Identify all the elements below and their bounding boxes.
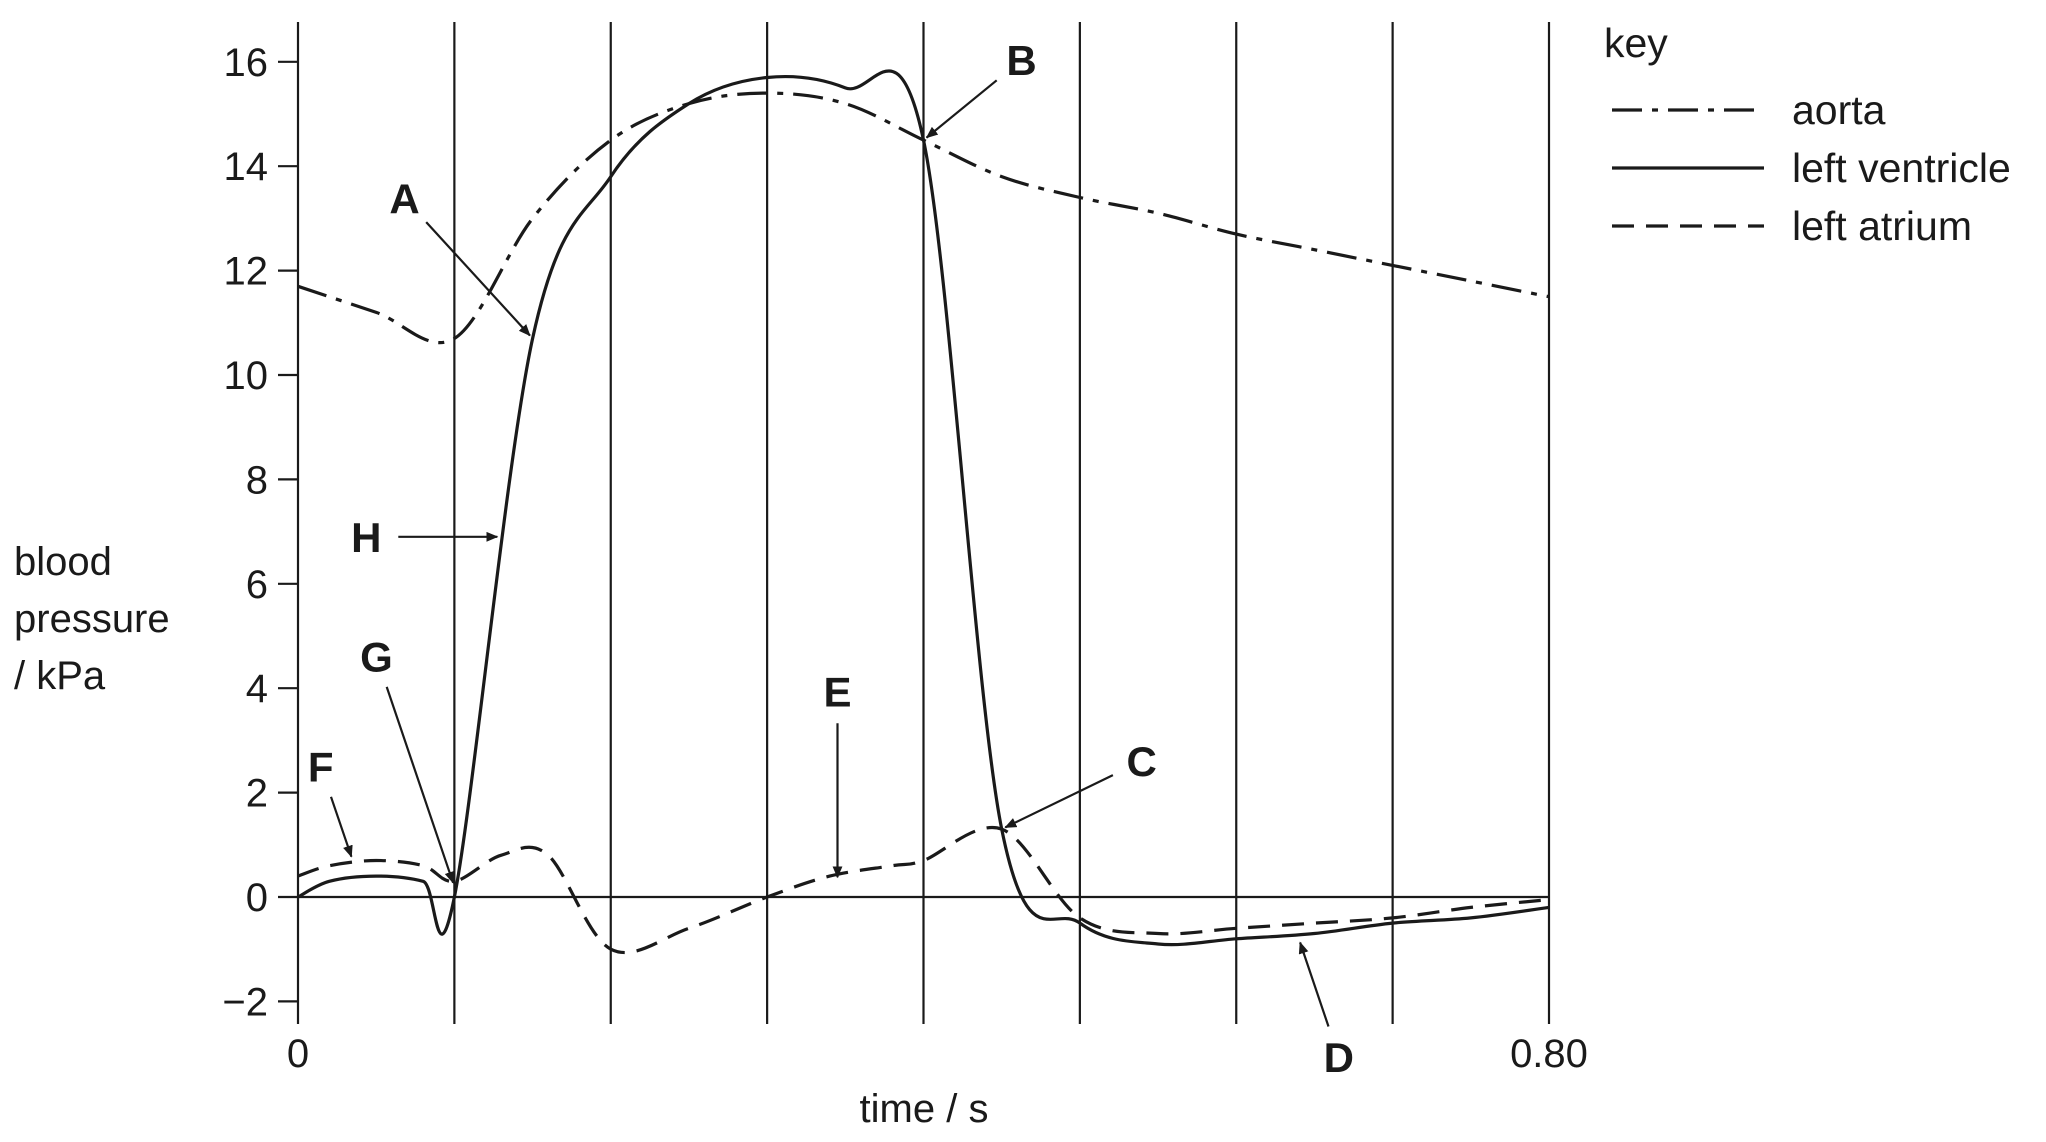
annotation-label-D: D (1324, 1034, 1354, 1081)
x-axis-title: time / s (860, 1087, 989, 1131)
legend-items: aorta left ventricle left atrium (1612, 87, 2011, 249)
legend-label-left-atrium: left atrium (1792, 203, 1972, 249)
annotation-arrow-G (385, 686, 455, 884)
y-axis-title-line-3: / kPa (14, 654, 106, 698)
y-tick-label-7: 12 (224, 250, 269, 294)
annotation-arrow-A (425, 221, 531, 337)
y-tick-label-5: 8 (246, 458, 268, 502)
y-axis-title: blood pressure / kPa (14, 540, 170, 698)
annotation-arrow-C (1004, 774, 1114, 829)
axes: −2 0 2 4 6 8 10 12 14 16 0 0.80 (222, 41, 1588, 1076)
y-tick-label-8: 14 (224, 145, 269, 189)
y-axis-title-line-2: pressure (14, 597, 170, 641)
x-tick-label-0: 0 (287, 1032, 309, 1076)
x-tick-label-1: 0.80 (1510, 1032, 1588, 1076)
annotation-label-E: E (823, 668, 851, 715)
annotation-label-B: B (1006, 37, 1036, 84)
annotation-arrow-B (925, 79, 998, 139)
annotation-label-A: A (389, 176, 419, 223)
legend-label-aorta: aorta (1792, 87, 1886, 133)
legend-title: key (1604, 20, 1668, 66)
series-line-left-ventricle (297, 69, 1550, 947)
annotation-label-F: F (308, 744, 334, 791)
legend-label-left-ventricle: left ventricle (1792, 145, 2011, 191)
annotation-arrow-D (1298, 941, 1330, 1027)
legend: key aorta left ventricle left atrium (1604, 20, 2011, 249)
series-line-aorta (297, 91, 1550, 345)
y-tick-label-0: −2 (222, 980, 268, 1024)
annotations: A B C D E F G H (308, 37, 1354, 1081)
y-tick-label-9: 16 (224, 41, 269, 85)
y-tick-label-1: 0 (246, 876, 268, 920)
y-axis-title-line-1: blood (14, 540, 112, 584)
annotation-arrow-F (329, 796, 353, 858)
y-tick-label-6: 10 (224, 354, 269, 398)
gridlines (296, 22, 1551, 1024)
annotation-label-C: C (1127, 738, 1157, 785)
y-tick-label-2: 2 (246, 772, 268, 816)
y-tick-label-4: 6 (246, 563, 268, 607)
y-tick-label-3: 4 (246, 667, 268, 711)
annotation-label-H: H (351, 514, 381, 561)
annotation-label-G: G (360, 634, 393, 681)
